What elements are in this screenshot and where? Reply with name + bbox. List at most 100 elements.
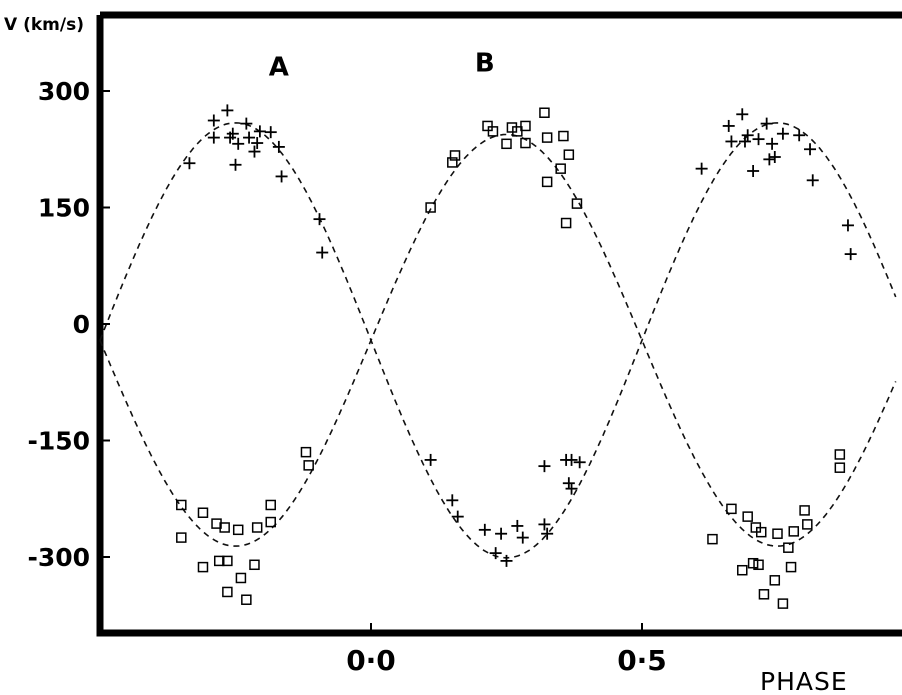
point-plus-a: [736, 108, 749, 121]
point-square-b: [834, 449, 846, 460]
point-square-b: [785, 561, 797, 573]
point-plus-a: [183, 157, 196, 170]
point-plus-a: [538, 518, 551, 531]
point-square-b: [487, 126, 499, 137]
y-tick-label: 0: [73, 310, 90, 339]
plot-frame: [96, 11, 902, 637]
point-plus-a: [695, 162, 708, 175]
point-plus-a: [776, 127, 789, 140]
fit-curves: [99, 122, 897, 559]
point-plus-a: [725, 135, 738, 148]
plot-frame-border: [96, 11, 902, 637]
point-plus-a: [722, 119, 735, 132]
point-plus-a: [272, 140, 285, 153]
y-tick-label: 150: [38, 193, 90, 222]
point-plus-a: [747, 164, 760, 177]
point-square-b: [772, 528, 783, 539]
point-plus-a: [207, 131, 220, 144]
point-plus-a: [451, 510, 464, 523]
point-square-b: [802, 519, 813, 530]
point-plus-a: [275, 170, 288, 183]
point-square-b: [777, 598, 789, 609]
fit-curve-b: [99, 122, 897, 559]
point-square-b: [737, 564, 748, 576]
point-plus-a: [738, 135, 751, 148]
point-plus-a: [221, 104, 234, 117]
point-square-b: [265, 516, 276, 528]
x-axis-ticks: 0·0 0·5: [346, 623, 667, 677]
point-square-b: [747, 557, 759, 569]
data-points: [176, 104, 857, 609]
point-square-b: [769, 575, 781, 586]
point-square-b: [219, 522, 230, 533]
point-square-b: [249, 559, 260, 571]
point-plus-a: [763, 153, 776, 166]
point-plus-a: [500, 554, 513, 567]
point-plus-a: [253, 125, 266, 138]
point-square-b: [571, 198, 583, 209]
point-square-b: [265, 499, 276, 511]
point-square-b: [520, 120, 531, 132]
point-plus-a: [793, 129, 806, 142]
point-plus-a: [248, 145, 261, 158]
point-square-b: [222, 555, 233, 567]
point-square-b: [222, 586, 233, 598]
point-square-b: [742, 511, 753, 522]
point-plus-a: [565, 453, 578, 466]
curve-label-a: A: [269, 52, 289, 82]
point-plus-a: [264, 126, 277, 139]
point-square-b: [726, 503, 737, 515]
point-square-b: [449, 150, 461, 161]
point-square-b: [303, 460, 314, 471]
point-square-b: [213, 555, 225, 567]
point-square-b: [707, 533, 718, 545]
point-plus-a: [844, 248, 857, 261]
point-plus-a: [478, 523, 491, 536]
point-plus-a: [232, 137, 245, 150]
point-square-b: [235, 572, 247, 584]
point-plus-a: [226, 127, 239, 140]
point-plus-a: [446, 494, 459, 507]
point-plus-a: [489, 547, 502, 560]
point-square-b: [555, 163, 566, 174]
point-square-b: [558, 130, 569, 142]
point-plus-a: [541, 527, 554, 540]
point-square-b: [482, 120, 493, 132]
point-plus-a: [511, 519, 524, 532]
point-square-b: [788, 526, 800, 537]
point-plus-a: [562, 477, 575, 490]
point-plus-a: [768, 151, 781, 164]
point-square-b: [197, 507, 209, 518]
point-plus-a: [538, 460, 551, 473]
point-plus-a: [316, 246, 329, 259]
point-square-b: [539, 107, 550, 118]
point-plus-a: [313, 213, 326, 226]
point-square-b: [501, 138, 512, 150]
point-plus-a: [741, 129, 754, 142]
point-plus-a: [424, 453, 437, 466]
point-plus-a: [240, 117, 253, 130]
x-axis-label: PHASE: [760, 667, 848, 695]
point-plus-a: [841, 219, 854, 232]
point-plus-a: [207, 114, 220, 127]
point-square-b: [799, 505, 810, 516]
point-square-b: [560, 217, 572, 229]
point-plus-a: [804, 143, 817, 156]
point-plus-a: [516, 531, 529, 544]
y-axis-label: V (km/s): [4, 15, 84, 35]
point-square-b: [541, 176, 553, 188]
point-plus-a: [766, 137, 779, 150]
y-tick-label: -300: [27, 543, 90, 572]
point-square-b: [232, 524, 244, 536]
point-square-b: [447, 157, 458, 168]
point-square-b: [520, 137, 531, 149]
curve-label-b: B: [475, 49, 495, 79]
point-square-b: [834, 462, 846, 473]
point-square-b: [753, 559, 764, 571]
point-plus-a: [752, 133, 765, 146]
y-tick-label: 300: [38, 77, 90, 106]
point-square-b: [176, 499, 187, 511]
point-square-b: [425, 202, 436, 213]
